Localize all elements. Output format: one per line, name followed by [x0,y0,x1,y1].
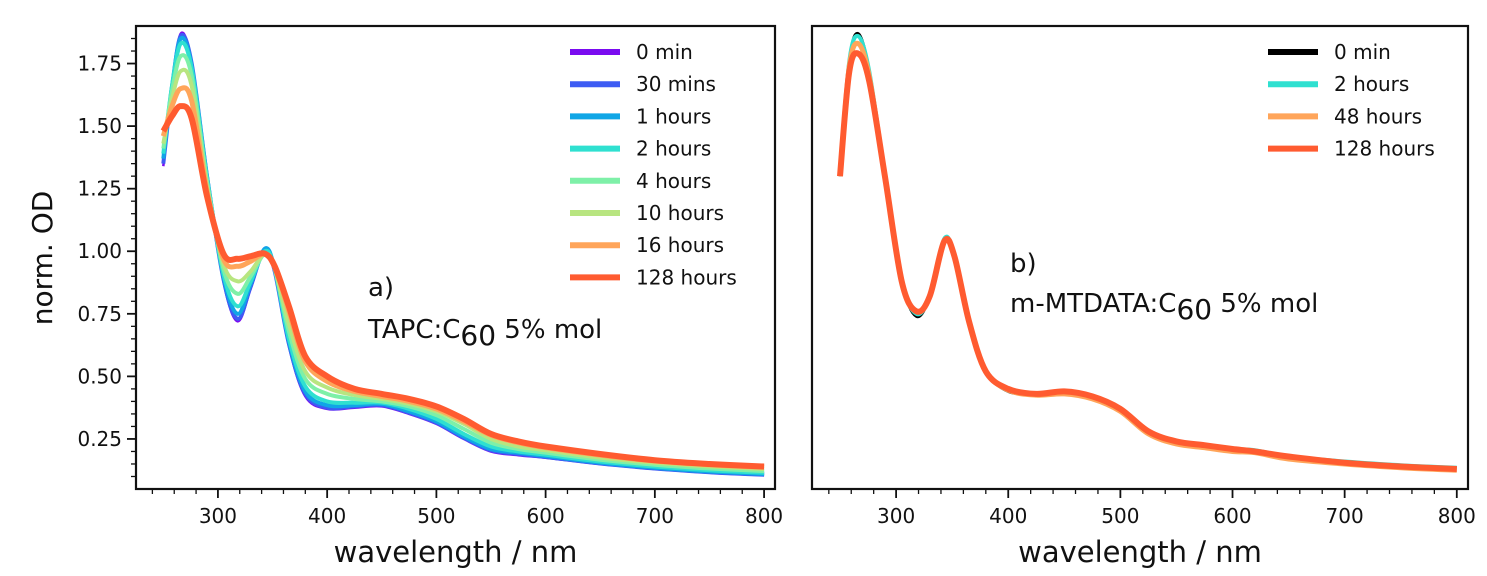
annotation-tail: 5% mol [496,315,602,345]
legend-label: 0 min [1334,40,1391,64]
x-axis-label: wavelength / nm [334,535,578,569]
annotation-subscript: 60 [460,319,496,352]
panel-a: 300 400 500 600 700 800 wavelength / nm 0.25 0.5… [77,24,783,569]
sample-annotation: TAPC:C60 5% mol [367,315,602,352]
legend: 0 min 30 mins 1 hours 2 hours 4 hours 10 hour… [570,40,737,289]
x-tick-label: 300 [199,504,237,528]
x-tick-label: 300 [877,504,915,528]
series-line [160,103,765,470]
series-lines [160,31,765,477]
x-tick-label: 400 [989,504,1027,528]
legend-label: 10 hours [636,201,724,225]
legend-label: 2 hours [636,137,711,161]
panel-label: a) [368,273,394,303]
annotation-subscript: 60 [1176,293,1212,326]
annotation-main: TAPC:C [367,315,460,345]
x-tick-label: 800 [745,504,783,528]
panel-b: 300 400 500 600 700 800 wavelength / nm b) m-MTD… [810,24,1476,569]
panel-label: b) [1010,249,1037,279]
y-tick-label: 1.25 [77,177,122,201]
y-tick-label: 1.75 [77,52,122,76]
y-tick-label: 0.50 [77,364,122,388]
sample-annotation: m-MTDATA:C60 5% mol [1010,289,1318,326]
legend-label: 2 hours [1334,72,1409,96]
series-lines [837,31,1457,473]
legend-label: 0 min [636,40,693,64]
legend-label: 30 mins [636,72,716,96]
series-line [838,33,1457,470]
y-tick-label: 1.50 [77,114,122,138]
x-tick-label: 700 [1326,504,1364,528]
y-tick-label: 1.00 [77,239,122,263]
x-tick-label: 700 [636,504,674,528]
axes-frame [810,24,1470,491]
series-line [838,31,1457,470]
legend-label: 1 hours [636,104,711,128]
y-tick-label: 0.75 [77,302,122,326]
x-tick-label: 600 [527,504,565,528]
x-axis-label: wavelength / nm [1018,535,1262,569]
legend-label: 4 hours [636,169,711,193]
x-tick-label: 400 [308,504,346,528]
y-axis-label: norm. OD [26,191,59,326]
x-tick-label: 500 [1101,504,1139,528]
x-tick-label: 600 [1213,504,1251,528]
legend-label: 128 hours [636,265,737,289]
x-tick-label: 800 [1438,504,1476,528]
y-tick-label: 0.25 [77,427,122,451]
legend: 0 min 2 hours 48 hours 128 hours [1268,40,1435,161]
x-tick-label: 500 [417,504,455,528]
legend-label: 128 hours [1334,137,1435,161]
annotation-tail: 5% mol [1212,289,1318,319]
series-line [837,50,1457,472]
legend-label: 16 hours [636,233,724,257]
axes-frame [134,24,777,491]
annotation-main: m-MTDATA:C [1010,289,1176,319]
legend-label: 48 hours [1334,104,1422,128]
